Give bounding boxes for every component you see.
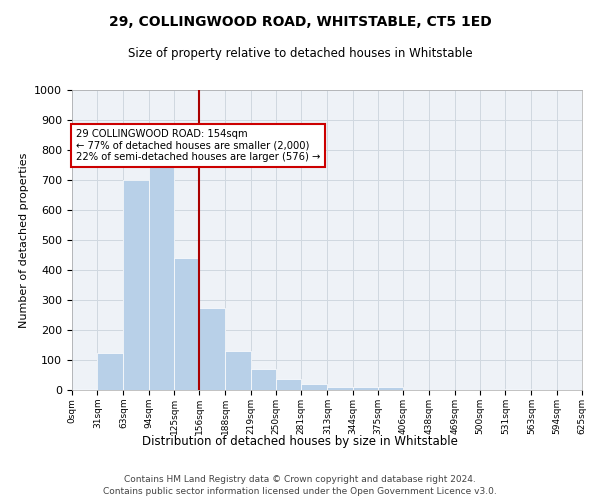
Text: Distribution of detached houses by size in Whitstable: Distribution of detached houses by size … <box>142 435 458 448</box>
Text: Size of property relative to detached houses in Whitstable: Size of property relative to detached ho… <box>128 48 472 60</box>
Text: Contains HM Land Registry data © Crown copyright and database right 2024.: Contains HM Land Registry data © Crown c… <box>124 475 476 484</box>
Bar <box>174 258 199 390</box>
Text: 29 COLLINGWOOD ROAD: 154sqm
← 77% of detached houses are smaller (2,000)
22% of : 29 COLLINGWOOD ROAD: 154sqm ← 77% of det… <box>76 129 320 162</box>
Bar <box>353 387 378 390</box>
Bar <box>276 378 301 390</box>
Bar <box>301 384 328 390</box>
Bar <box>328 387 353 390</box>
Bar <box>505 388 532 390</box>
Bar <box>251 369 276 390</box>
Y-axis label: Number of detached properties: Number of detached properties <box>19 152 29 328</box>
Bar <box>97 352 124 390</box>
Text: 29, COLLINGWOOD ROAD, WHITSTABLE, CT5 1ED: 29, COLLINGWOOD ROAD, WHITSTABLE, CT5 1E… <box>109 15 491 29</box>
Bar <box>124 180 149 390</box>
Bar <box>199 308 226 390</box>
Bar <box>378 387 403 390</box>
Text: Contains public sector information licensed under the Open Government Licence v3: Contains public sector information licen… <box>103 488 497 496</box>
Bar <box>149 158 174 390</box>
Bar <box>226 351 251 390</box>
Bar <box>72 388 97 390</box>
